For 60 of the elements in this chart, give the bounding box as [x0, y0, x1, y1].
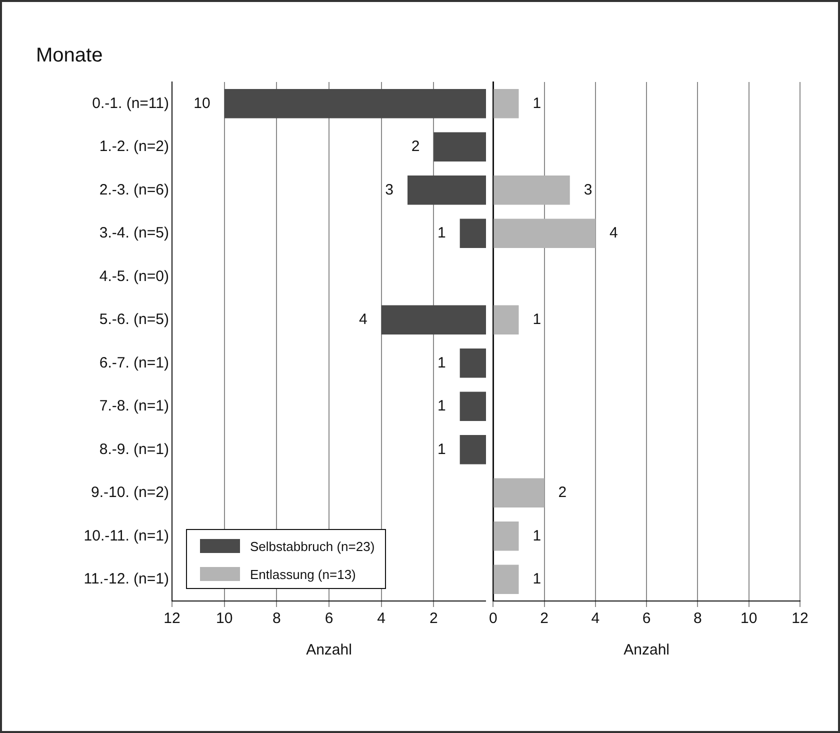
data-label: 2	[411, 138, 420, 156]
x-tick-label: 4	[591, 610, 600, 628]
data-label: 4	[358, 311, 368, 328]
data-label: 3	[385, 181, 394, 198]
y-tick-label: 3.-4. (n=5)	[99, 224, 169, 242]
bar	[460, 218, 486, 248]
data-label: 2	[558, 484, 567, 502]
y-tick-label: 1.-2. (n=2)	[99, 138, 169, 156]
data-label: 1	[437, 354, 446, 372]
data-label: 1	[532, 94, 542, 112]
bar	[494, 564, 519, 594]
data-label: 1	[437, 398, 446, 415]
bar	[494, 305, 519, 334]
data-label: 1	[437, 224, 446, 242]
x-tick-label: 0	[489, 610, 498, 628]
x-tick-label: 10	[216, 610, 233, 628]
bar	[460, 392, 486, 421]
bar	[224, 89, 486, 118]
bar	[460, 435, 486, 464]
bar	[460, 348, 486, 378]
bar	[408, 176, 486, 205]
data-label: 1	[532, 311, 542, 328]
x-tick-label: 12	[792, 610, 808, 628]
x-axis-title: Anzahl	[306, 642, 352, 659]
x-tick-label: 8	[694, 610, 702, 628]
y-tick-label: 11.-12. (n=1)	[84, 570, 169, 588]
x-tick-label: 12	[164, 610, 180, 628]
y-tick-label: 5.-6. (n=5)	[99, 311, 169, 328]
bar	[381, 305, 486, 334]
legend-label: Selbstabbruch (n=23)	[250, 538, 375, 554]
data-label: 10	[194, 94, 210, 112]
bar	[494, 218, 596, 248]
x-axis-title: Anzahl	[624, 642, 670, 659]
y-tick-label: 10.-11. (n=1)	[84, 527, 169, 544]
x-tick-label: 4	[377, 610, 386, 628]
data-label: 1	[532, 527, 542, 544]
bar	[434, 132, 486, 162]
data-label: 4	[609, 224, 618, 242]
y-tick-label: 2.-3. (n=6)	[99, 181, 169, 198]
bar	[494, 176, 570, 205]
x-tick-label: 6	[324, 610, 334, 628]
x-tick-label: 10	[740, 610, 758, 628]
y-tick-label: 7.-8. (n=1)	[99, 398, 169, 415]
data-label: 3	[584, 181, 592, 198]
legend-label: Entlassung (n=13)	[250, 566, 356, 582]
x-tick-label: 8	[272, 610, 281, 628]
data-label: 1	[532, 570, 542, 588]
data-label: 1	[437, 440, 446, 458]
x-tick-label: 2	[429, 610, 438, 628]
bar	[494, 522, 519, 551]
y-tick-label: 0.-1. (n=11)	[92, 94, 169, 112]
y-tick-label: 8.-9. (n=1)	[99, 440, 169, 458]
y-axis-title: Monate	[36, 44, 103, 67]
y-tick-label: 4.-5. (n=0)	[99, 268, 169, 285]
bar	[494, 478, 544, 508]
x-tick-label: 6	[642, 610, 651, 628]
y-tick-label: 9.-10. (n=2)	[91, 484, 169, 502]
y-tick-label: 6.-7. (n=1)	[99, 354, 169, 372]
bar	[494, 89, 519, 118]
x-tick-label: 2	[540, 610, 548, 628]
